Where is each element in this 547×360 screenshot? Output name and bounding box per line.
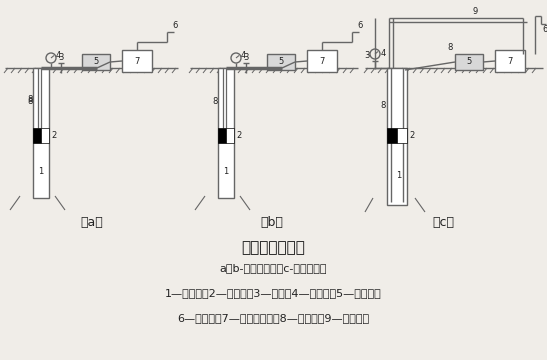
Text: 7: 7 (507, 57, 513, 66)
Text: 1: 1 (223, 167, 229, 176)
Bar (397, 128, 407, 143)
Text: 3: 3 (243, 54, 249, 63)
Text: 5: 5 (278, 58, 284, 67)
Text: 9: 9 (473, 8, 478, 17)
Bar (218, 128, 226, 143)
Text: 1: 1 (397, 171, 401, 180)
Bar (122, 50, 152, 72)
Text: 2: 2 (51, 131, 57, 140)
Text: 6: 6 (542, 26, 547, 35)
Bar (218, 68, 234, 198)
Text: 7: 7 (135, 57, 139, 66)
Text: 8: 8 (380, 100, 386, 109)
Text: 3: 3 (364, 51, 370, 60)
Text: 8: 8 (27, 95, 33, 104)
Text: a、b-纯压式灌浆；c-循环式灌浆: a、b-纯压式灌浆；c-循环式灌浆 (219, 263, 327, 273)
Bar (226, 128, 234, 143)
Text: 4: 4 (240, 51, 246, 60)
Text: 1—灌浆段；2—灌浆塞；3—阀门；4—压力表；5—灌浆泵；: 1—灌浆段；2—灌浆塞；3—阀门；4—压力表；5—灌浆泵； (165, 288, 381, 298)
Text: 3: 3 (59, 54, 63, 63)
Text: 2: 2 (236, 131, 242, 140)
Text: 2: 2 (409, 131, 415, 140)
Text: 8: 8 (212, 98, 218, 107)
Bar (33, 68, 49, 198)
Bar (267, 54, 295, 70)
Text: （c）: （c） (432, 216, 454, 229)
Text: 4: 4 (55, 51, 61, 60)
Text: 6—供浆管；7—储浆搅拌机；8—进浆管；9—回浆管；: 6—供浆管；7—储浆搅拌机；8—进浆管；9—回浆管； (177, 313, 369, 323)
Text: 1: 1 (38, 167, 44, 176)
Text: 6: 6 (357, 22, 363, 31)
Bar (455, 54, 483, 70)
Bar (495, 50, 525, 72)
Text: 8: 8 (447, 44, 453, 53)
Bar (82, 54, 110, 70)
Bar (387, 68, 407, 205)
Text: 4: 4 (380, 49, 386, 58)
Text: （b）: （b） (260, 216, 283, 229)
Text: 6: 6 (172, 22, 178, 31)
Text: 7: 7 (319, 57, 325, 66)
Text: 8: 8 (27, 98, 33, 107)
Text: 灌浆方式示意图: 灌浆方式示意图 (241, 240, 305, 256)
Bar (41, 128, 49, 143)
Text: 5: 5 (94, 58, 98, 67)
Bar (387, 128, 397, 143)
Bar (33, 128, 41, 143)
Bar (307, 50, 337, 72)
Text: （a）: （a） (80, 216, 103, 229)
Text: 5: 5 (467, 58, 472, 67)
